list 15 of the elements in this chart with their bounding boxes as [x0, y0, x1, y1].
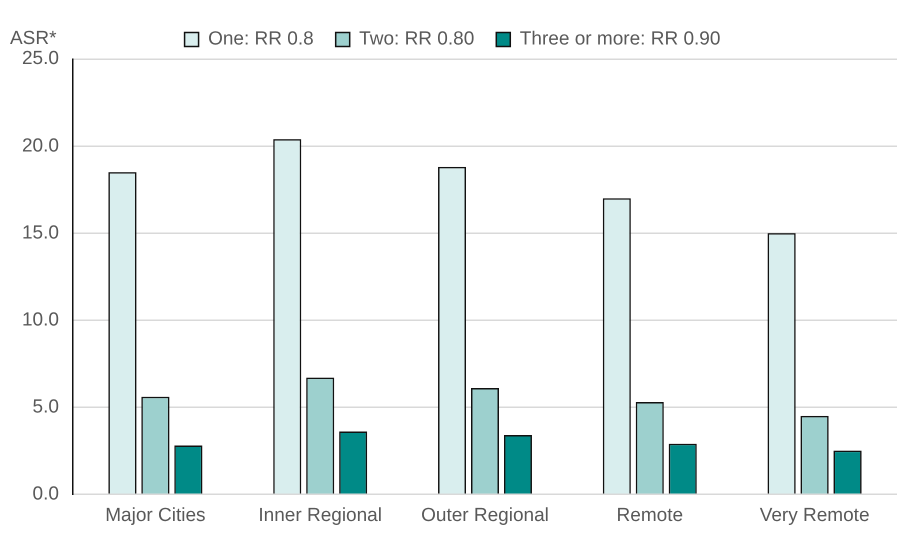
y-tick-label: 25.0 — [22, 48, 59, 70]
x-tick-label: Outer Regional — [421, 504, 549, 526]
x-tick-label: Inner Regional — [258, 504, 382, 526]
legend-label: Three or more: RR 0.90 — [520, 28, 720, 50]
legend-label: One: RR 0.8 — [208, 28, 314, 50]
legend-label: Two: RR 0.80 — [359, 28, 474, 50]
y-axis-title: ASR* — [10, 28, 56, 50]
y-tick-label: 10.0 — [22, 309, 59, 330]
y-tick-label: 0.0 — [32, 483, 59, 504]
x-tick-label: Very Remote — [760, 504, 870, 526]
y-tick-label: 5.0 — [32, 396, 59, 418]
x-tick-label: Remote — [616, 504, 684, 526]
y-tick-label: 15.0 — [22, 222, 59, 244]
x-tick-label: Major Cities — [105, 504, 206, 526]
y-tick-label: 20.0 — [22, 135, 59, 156]
